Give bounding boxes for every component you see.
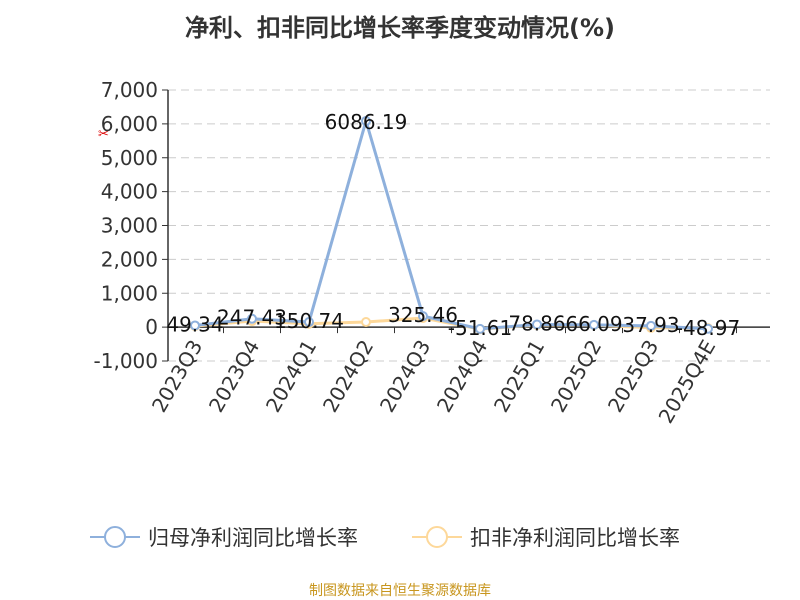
data-point — [475, 323, 485, 334]
data-label: 247.43 — [217, 306, 287, 330]
y-tick-label: 2,000 — [101, 247, 158, 271]
x-tick-label: 2025Q1 — [489, 336, 549, 417]
data-point — [304, 317, 314, 328]
y-tick-label: 0 — [145, 315, 158, 339]
data-point — [589, 319, 599, 330]
x-tick-label: 2025Q4E — [654, 336, 721, 428]
y-tick-label: 7,000 — [101, 78, 158, 102]
scissors-icon: ✂ — [98, 127, 109, 142]
y-tick-label: 4,000 — [101, 180, 158, 204]
data-label: -48.97 — [676, 316, 740, 340]
x-tick-label: 2023Q4 — [204, 336, 264, 417]
legend-marker — [104, 526, 126, 548]
x-tick-label: 2025Q3 — [603, 336, 663, 417]
data-label: 325.46 — [388, 303, 458, 327]
data-label: 150.74 — [274, 309, 344, 333]
chart-title: 净利、扣非同比增长率季度变动情况(%) — [185, 14, 615, 42]
legend-label: 扣非净利润同比增长率 — [470, 526, 680, 550]
data-label: 78.86 — [508, 311, 565, 335]
data-point — [361, 115, 371, 126]
data-label: 6086.19 — [325, 110, 408, 134]
data-label: 49.34 — [166, 312, 223, 336]
data-label: 66.09 — [565, 312, 622, 336]
x-tick-label: 2023Q3 — [147, 336, 207, 417]
data-point — [532, 319, 542, 330]
x-tick-label: 2024Q4 — [432, 336, 492, 417]
data-point — [703, 323, 713, 334]
data-point — [247, 313, 257, 324]
x-tick-label: 2025Q2 — [546, 336, 606, 417]
x-tick-label: 2024Q1 — [261, 336, 321, 417]
legend-marker — [426, 526, 448, 548]
data-label: 37.93 — [622, 313, 679, 337]
data-label: -51.61 — [448, 316, 512, 340]
data-point — [646, 320, 656, 331]
legend-label: 归母净利润同比增长率 — [148, 526, 358, 550]
y-tick-label: 3,000 — [101, 214, 158, 238]
x-tick-label: 2024Q3 — [375, 336, 435, 417]
y-tick-label: -1,000 — [94, 349, 158, 373]
x-tick-label: 2024Q2 — [318, 336, 378, 417]
y-tick-label: 1,000 — [101, 281, 158, 305]
data-point — [190, 320, 200, 331]
y-tick-label: 6,000 — [101, 112, 158, 136]
series-line — [194, 115, 709, 331]
data-point — [418, 311, 428, 322]
y-tick-label: 5,000 — [101, 146, 158, 170]
source-note: 制图数据来自恒生聚源数据库 — [309, 583, 491, 599]
data-point — [361, 317, 371, 328]
